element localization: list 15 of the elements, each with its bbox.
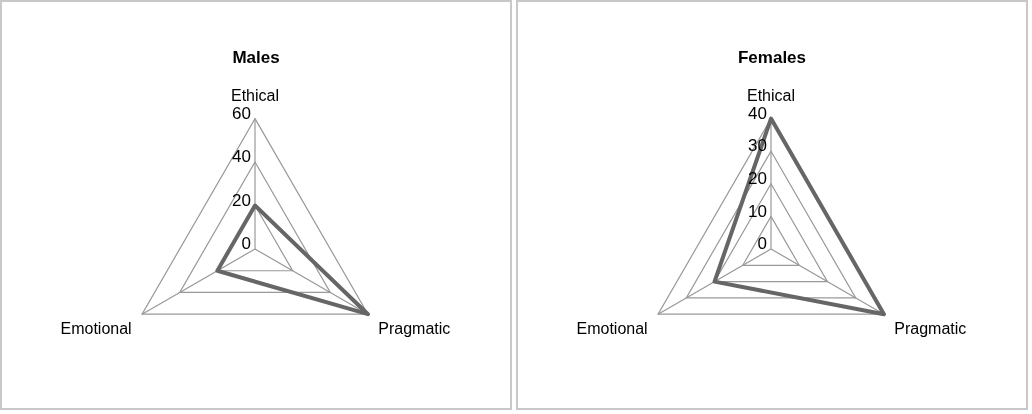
y-tick-label: 20 <box>232 190 251 210</box>
spoke-label: Pragmatic <box>378 320 451 338</box>
spoke-label: Pragmatic <box>894 320 967 338</box>
y-tick-label: 40 <box>748 103 767 123</box>
spoke-label: Ethical <box>746 87 796 105</box>
y-tick-label: 0 <box>241 234 251 254</box>
y-tick-label: 10 <box>748 201 767 221</box>
spoke-label: Ethical <box>230 87 280 105</box>
y-tick-label: 0 <box>757 234 767 254</box>
chart-title: Females <box>737 47 807 67</box>
spoke-label: Emotional <box>576 320 648 338</box>
y-tick-label: 60 <box>232 103 251 123</box>
spoke-label: Emotional <box>60 320 132 338</box>
chart-title: Males <box>232 47 280 67</box>
y-tick-label: 40 <box>232 147 251 167</box>
